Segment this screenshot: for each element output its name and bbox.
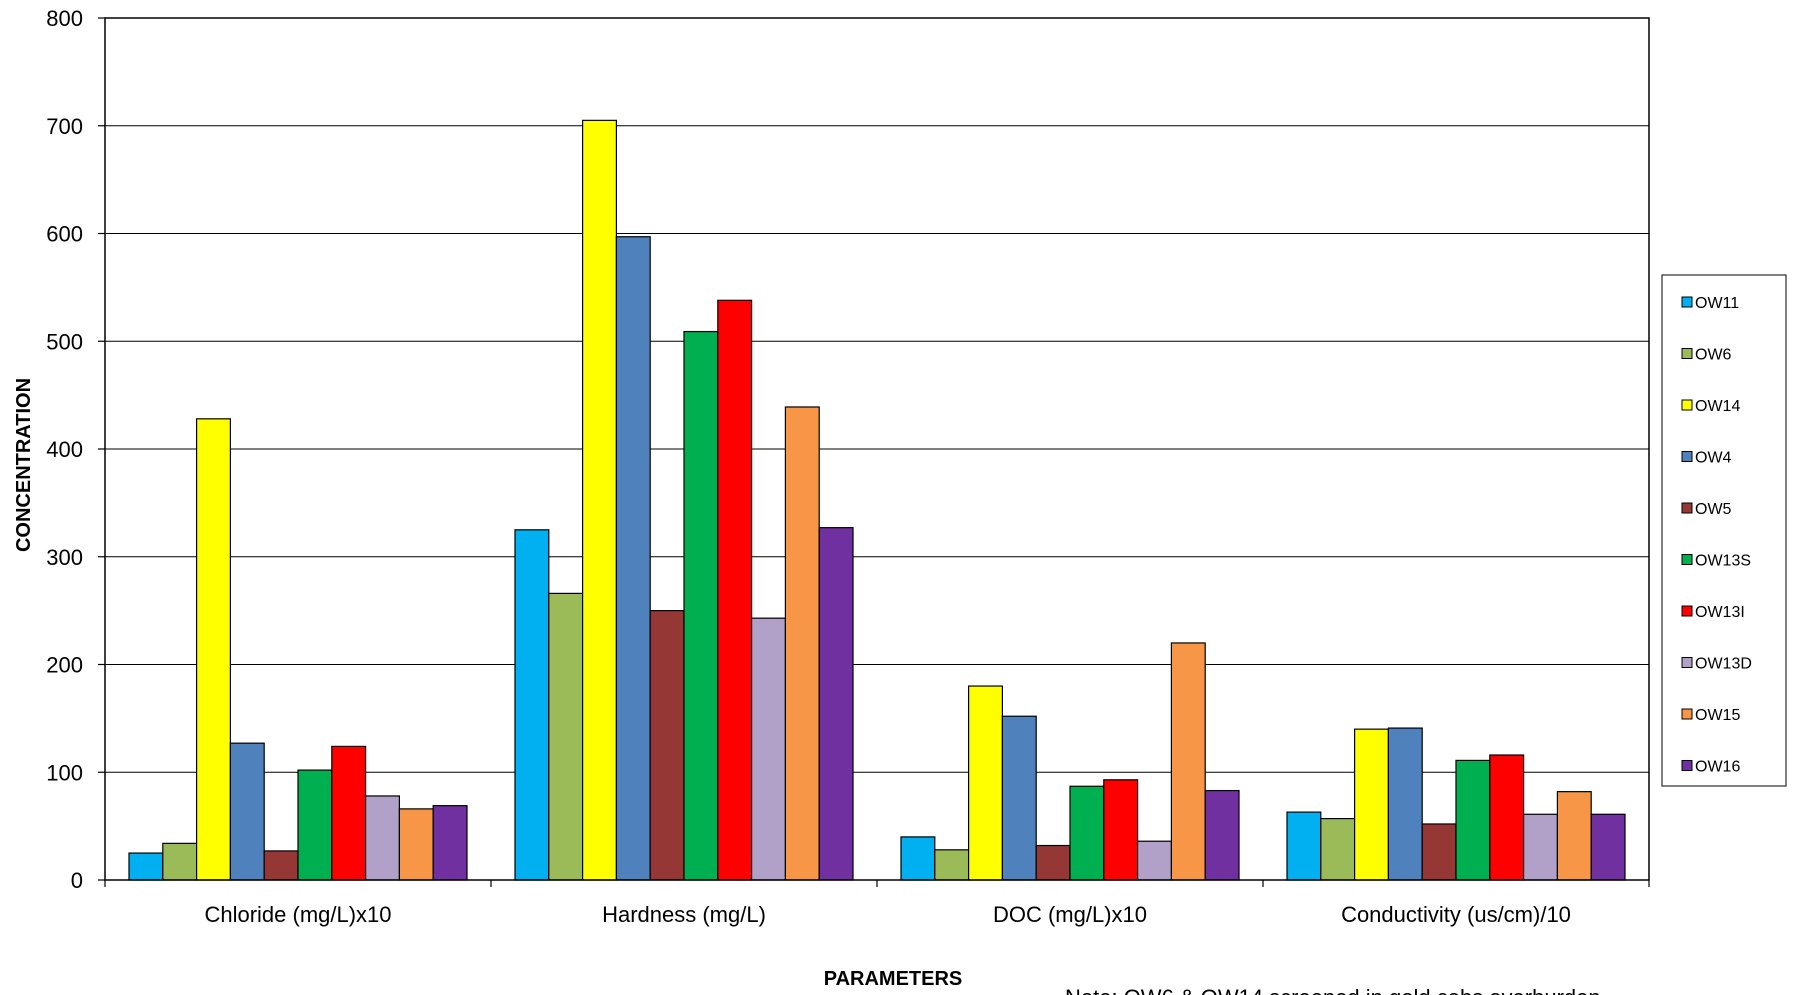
- bar-ow5-3: [1421, 823, 1457, 881]
- bar-ow13d-0: [365, 795, 401, 881]
- legend-box: [1661, 274, 1787, 787]
- bar-ow11-2: [900, 836, 936, 881]
- y-tick-label: 300: [46, 545, 83, 570]
- bar-ow14-0: [196, 418, 232, 881]
- legend-label-ow13d: OW13D: [1695, 656, 1752, 673]
- y-axis-ticks: 0 100 200 300 400 500 600 700 800: [46, 6, 105, 893]
- bar-ow13d-3: [1522, 813, 1558, 881]
- legend-swatch-ow13d: [1681, 657, 1693, 668]
- bar-ow13s-1: [683, 330, 719, 881]
- legend-label-ow14: OW14: [1695, 398, 1740, 415]
- y-tick-label: 600: [46, 222, 83, 247]
- bar-ow15-1: [784, 406, 820, 881]
- y-tick-label: 200: [46, 653, 83, 678]
- y-tick-label: 400: [46, 437, 83, 462]
- legend-swatch-ow16: [1681, 760, 1693, 771]
- bar-ow13i-1: [717, 299, 753, 881]
- axes: [104, 17, 1650, 887]
- bar-ow6-0: [162, 842, 198, 881]
- bar-ow4-3: [1387, 727, 1423, 881]
- chart-note: Note: OW6 & OW14 screened in gold cobs o…: [1065, 985, 1601, 995]
- bar-ow4-2: [1001, 715, 1037, 881]
- bar-ow11-3: [1286, 811, 1322, 881]
- bar-ow6-3: [1320, 817, 1356, 881]
- legend-swatch-ow13i: [1681, 605, 1693, 617]
- bar-ow15-0: [398, 808, 434, 881]
- bar-ow4-0: [229, 742, 265, 881]
- legend-swatch-ow15: [1681, 708, 1693, 720]
- x-category-label: Hardness (mg/L): [602, 902, 766, 927]
- y-axis-title: CONCENTRATION: [13, 378, 35, 552]
- bar-ow13i-0: [331, 745, 367, 881]
- bar-ow11-1: [514, 529, 550, 881]
- bar-ow16-1: [818, 527, 854, 881]
- y-tick-label: 800: [46, 6, 83, 31]
- legend-label-ow5: OW5: [1695, 501, 1732, 518]
- bar-ow5-2: [1035, 844, 1071, 881]
- x-category-label: DOC (mg/L)x10: [993, 902, 1147, 927]
- bar-ow13d-1: [750, 617, 786, 881]
- bar-ow13i-3: [1489, 754, 1525, 881]
- y-tick-label: 100: [46, 760, 83, 785]
- bar-ow16-0: [432, 805, 468, 881]
- bar-ow13d-2: [1136, 840, 1172, 881]
- bar-ow13s-2: [1069, 785, 1105, 881]
- bar-ow4-1: [615, 236, 651, 881]
- x-category-label: Conductivity (us/cm)/10: [1341, 902, 1571, 927]
- y-tick-label: 500: [46, 329, 83, 354]
- y-tick-label: 0: [71, 868, 83, 893]
- legend-swatch-ow5: [1681, 502, 1693, 514]
- bar-ow5-0: [263, 850, 299, 881]
- legend-label-ow13s: OW13S: [1695, 553, 1751, 570]
- legend-label-ow11: OW11: [1695, 295, 1739, 312]
- bar-ow13i-2: [1103, 779, 1139, 881]
- bar-ow6-2: [934, 849, 970, 881]
- legend-label-ow15: OW15: [1695, 707, 1740, 724]
- bar-ow15-3: [1556, 791, 1592, 881]
- x-axis-categories: Chloride (mg/L)x10 Hardness (mg/L) DOC (mg…: [204, 902, 1570, 927]
- x-axis-title: PARAMETERS: [824, 968, 963, 990]
- bar-ow11-0: [128, 852, 164, 881]
- bar-ow6-1: [548, 592, 584, 881]
- bar-ow16-2: [1204, 789, 1240, 881]
- legend-label-ow16: OW16: [1695, 759, 1740, 776]
- legend-swatch-ow13s: [1681, 554, 1693, 565]
- legend-label-ow6: OW6: [1695, 347, 1732, 364]
- legend-swatch-ow14: [1681, 399, 1693, 411]
- bar-ow14-2: [967, 685, 1003, 881]
- gridlines: [105, 17, 1649, 773]
- bars: [128, 119, 1626, 881]
- legend-swatch-ow4: [1681, 451, 1693, 462]
- x-category-label: Chloride (mg/L)x10: [204, 902, 391, 927]
- legend-label-ow4: OW4: [1695, 450, 1732, 467]
- legend-swatch-ow6: [1681, 348, 1693, 359]
- bar-ow5-1: [649, 610, 685, 881]
- bar-ow15-2: [1170, 642, 1206, 881]
- bar-ow13s-0: [297, 769, 333, 881]
- bar-ow14-1: [581, 119, 617, 881]
- legend-swatch-ow11: [1681, 296, 1693, 308]
- legend: OW11 OW6 OW14 OW4 OW5 OW13S OW13I OW13D OW15 OW16: [1661, 274, 1787, 787]
- bar-ow13s-3: [1455, 759, 1491, 881]
- legend-label-ow13i: OW13I: [1695, 604, 1745, 621]
- bar-ow16-3: [1590, 813, 1626, 881]
- bar-ow14-3: [1353, 728, 1389, 881]
- y-tick-label: 700: [46, 114, 83, 139]
